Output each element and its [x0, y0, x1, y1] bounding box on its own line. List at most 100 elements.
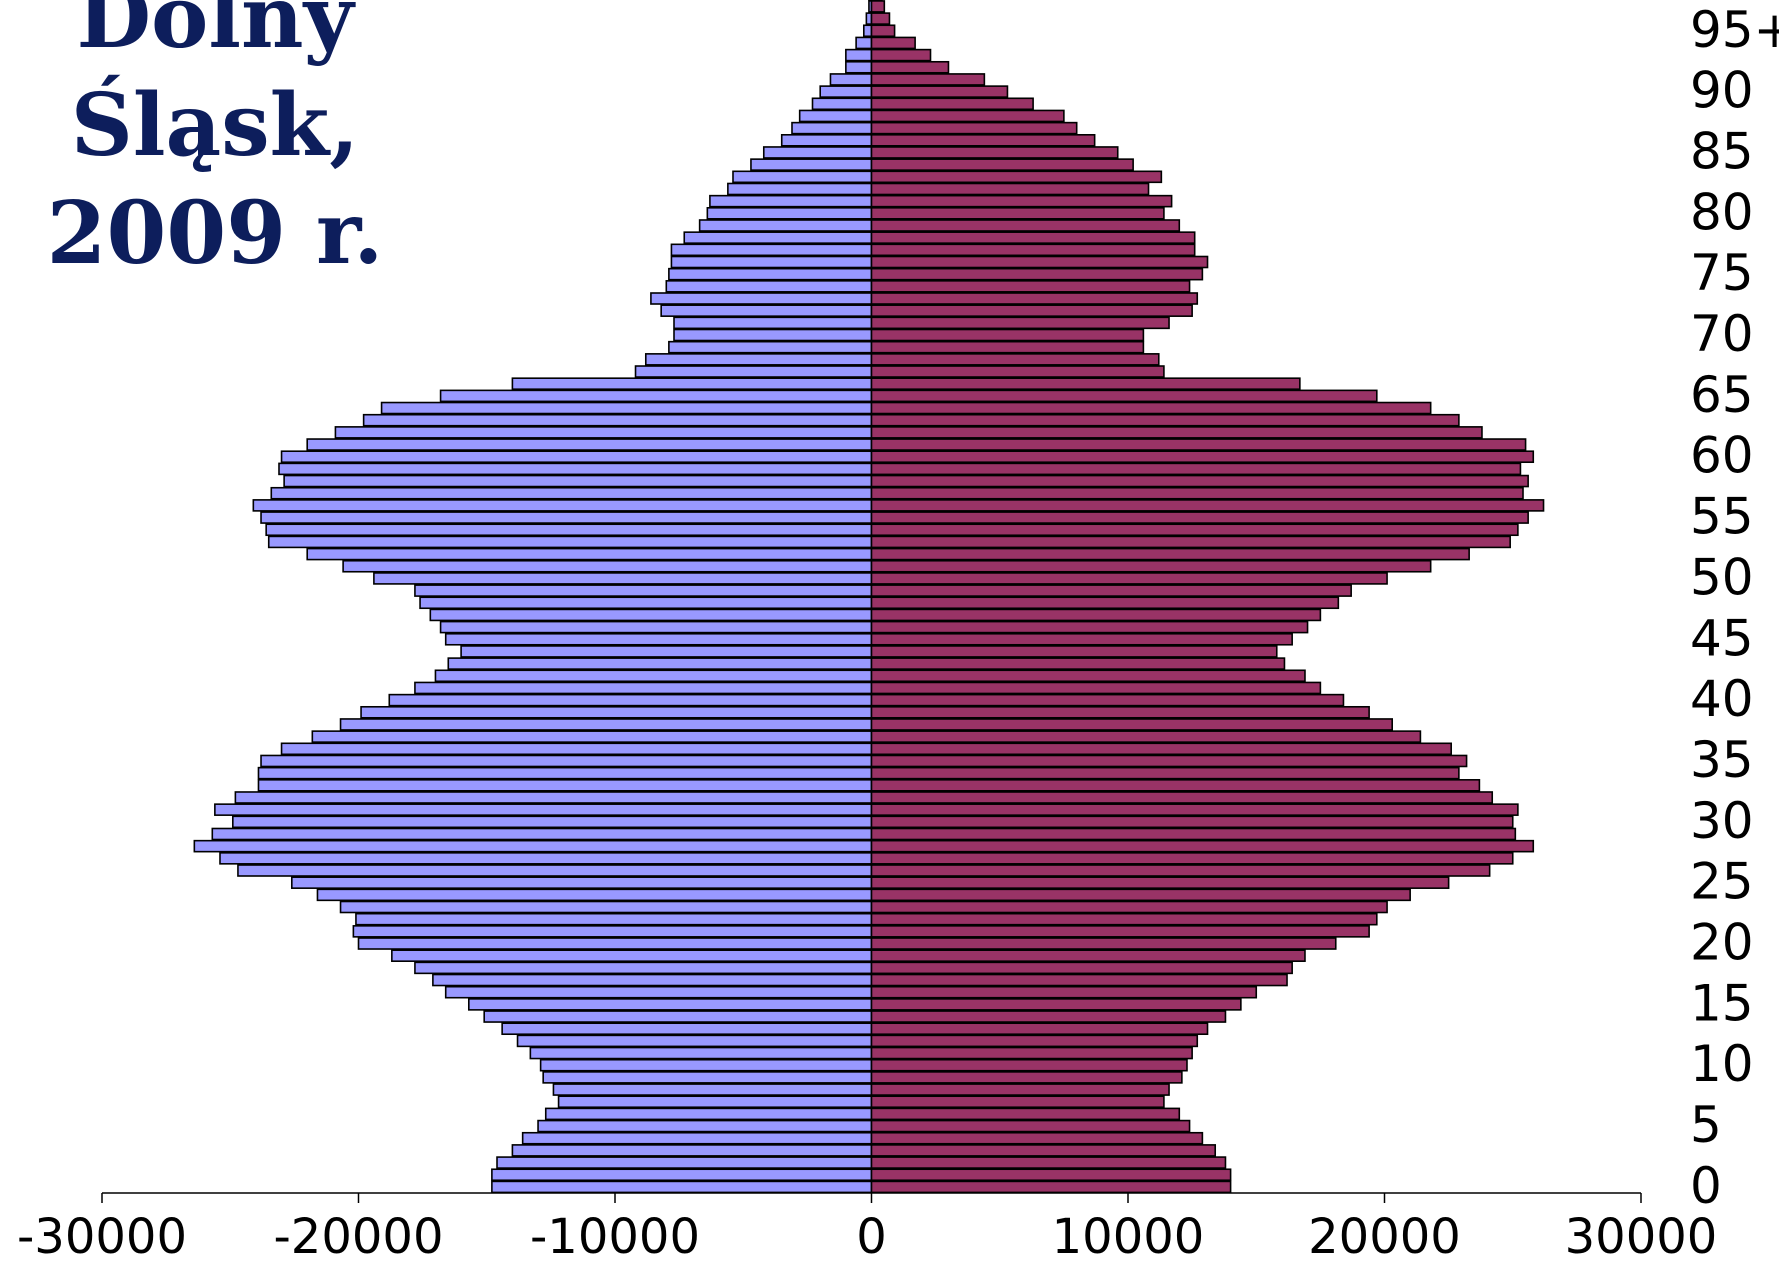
bar-right-age-31 — [870, 803, 1519, 816]
bar-right-age-69 — [870, 340, 1145, 354]
bar-right-age-11 — [870, 1046, 1193, 1060]
bar-right-age-65 — [870, 389, 1378, 403]
bar-right-age-19 — [870, 949, 1306, 962]
bar-right-age-30 — [870, 815, 1514, 829]
age-tick-label: 70 — [1690, 305, 1754, 363]
bar-right-age-42 — [870, 669, 1306, 683]
bar-left-age-24 — [316, 888, 873, 902]
bar-left-age-59 — [278, 462, 873, 476]
bar-right-age-84 — [870, 158, 1134, 171]
bar-right-age-40 — [870, 693, 1345, 707]
bar-left-age-26 — [237, 864, 873, 877]
bar-left-age-9 — [542, 1071, 873, 1084]
bar-right-age-73 — [870, 292, 1199, 305]
bar-right-age-87 — [870, 121, 1078, 135]
x-tick-label: 30000 — [1565, 1209, 1718, 1265]
age-tick-label: 80 — [1690, 183, 1754, 241]
bar-left-age-78 — [683, 231, 873, 244]
bar-left-age-69 — [668, 340, 873, 354]
bar-right-age-62 — [870, 426, 1483, 439]
bar-left-age-64 — [380, 401, 873, 415]
bar-right-age-26 — [870, 864, 1491, 877]
bar-left-age-87 — [791, 121, 873, 135]
bar-right-age-2 — [870, 1156, 1227, 1169]
bar-left-age-35 — [260, 754, 873, 768]
bar-right-age-12 — [870, 1034, 1199, 1048]
bar-left-age-47 — [429, 608, 873, 622]
bar-left-age-32 — [234, 791, 873, 804]
age-tick-label: 85 — [1690, 122, 1754, 180]
bar-right-age-58 — [870, 474, 1529, 488]
bar-right-age-13 — [870, 1022, 1209, 1036]
bar-left-age-66 — [511, 377, 873, 390]
bar-left-age-25 — [291, 876, 873, 889]
bar-left-age-80 — [706, 207, 873, 220]
bar-right-age-29 — [870, 827, 1517, 841]
bar-right-age-79 — [870, 219, 1181, 232]
bar-right-age-92 — [870, 60, 950, 74]
bar-right-age-52 — [870, 547, 1470, 561]
bar-left-age-5 — [537, 1119, 873, 1133]
bar-left-age-83 — [732, 170, 873, 184]
bar-left-age-82 — [727, 182, 873, 196]
bar-left-age-30 — [232, 815, 873, 829]
bar-right-age-34 — [870, 766, 1460, 780]
bar-right-age-undefined — [870, 12, 891, 25]
bar-right-age-86 — [870, 134, 1096, 147]
bar-right-age-53 — [870, 535, 1511, 549]
bar-left-age-29 — [211, 827, 873, 841]
bar-left-age-41 — [414, 681, 873, 695]
bar-left-age-70 — [673, 328, 873, 342]
bar-right-age-66 — [870, 377, 1301, 390]
bar-right-age-63 — [870, 413, 1460, 427]
bar-left-age-56 — [252, 499, 873, 512]
bar-left-age-93 — [845, 48, 873, 62]
bar-right-age-45 — [870, 632, 1293, 646]
bar-left-age-94 — [855, 36, 873, 50]
bar-right-age-6 — [870, 1107, 1181, 1121]
x-tick-label: 0 — [856, 1209, 887, 1265]
bar-right-age-37 — [870, 730, 1422, 743]
bar-right-age-9 — [870, 1071, 1183, 1084]
bar-left-age-4 — [521, 1131, 873, 1145]
bar-left-age-2 — [496, 1156, 873, 1169]
bar-left-age-58 — [283, 474, 873, 488]
bar-right-age-23 — [870, 900, 1388, 914]
bar-left-age-84 — [750, 158, 873, 171]
bar-right-age-89 — [870, 97, 1034, 111]
age-tick-label: 60 — [1690, 427, 1754, 485]
bar-left-age-15 — [467, 998, 873, 1011]
bar-right-age-55 — [870, 511, 1529, 524]
bar-left-age-65 — [439, 389, 873, 403]
age-tick-label: 40 — [1690, 670, 1754, 728]
bar-left-age-12 — [516, 1034, 873, 1048]
bar-left-age-62 — [334, 426, 873, 439]
x-tick-label: 20000 — [1308, 1209, 1461, 1265]
bar-right-age-80 — [870, 207, 1165, 220]
bar-right-age-71 — [870, 316, 1170, 330]
bar-left-age-7 — [557, 1095, 873, 1109]
bar-right-age-35 — [870, 754, 1468, 768]
bar-right-age-43 — [870, 657, 1286, 670]
bar-left-age-74 — [665, 280, 873, 293]
x-tick-label: -20000 — [273, 1209, 443, 1265]
bar-right-age-28 — [870, 839, 1535, 853]
bar-left-age-86 — [780, 134, 873, 147]
age-tick-label: 10 — [1690, 1035, 1754, 1093]
age-tick-label: 30 — [1690, 792, 1754, 850]
bar-left-age-67 — [634, 365, 873, 378]
bar-left-age-89 — [811, 97, 873, 111]
bar-left-age-73 — [650, 292, 873, 305]
bar-left-age-6 — [544, 1107, 873, 1121]
bar-right-age-68 — [870, 353, 1160, 366]
bar-right-age-90 — [870, 85, 1009, 98]
bar-left-age-14 — [483, 1010, 873, 1023]
bar-left-age-1 — [491, 1168, 873, 1182]
bar-right-age-51 — [870, 559, 1432, 573]
bar-left-age-88 — [798, 109, 873, 123]
bar-left-age-31 — [214, 803, 873, 816]
bar-right-age-36 — [870, 742, 1452, 756]
bar-left-age-68 — [644, 353, 873, 366]
bar-right-age-64 — [870, 401, 1432, 415]
